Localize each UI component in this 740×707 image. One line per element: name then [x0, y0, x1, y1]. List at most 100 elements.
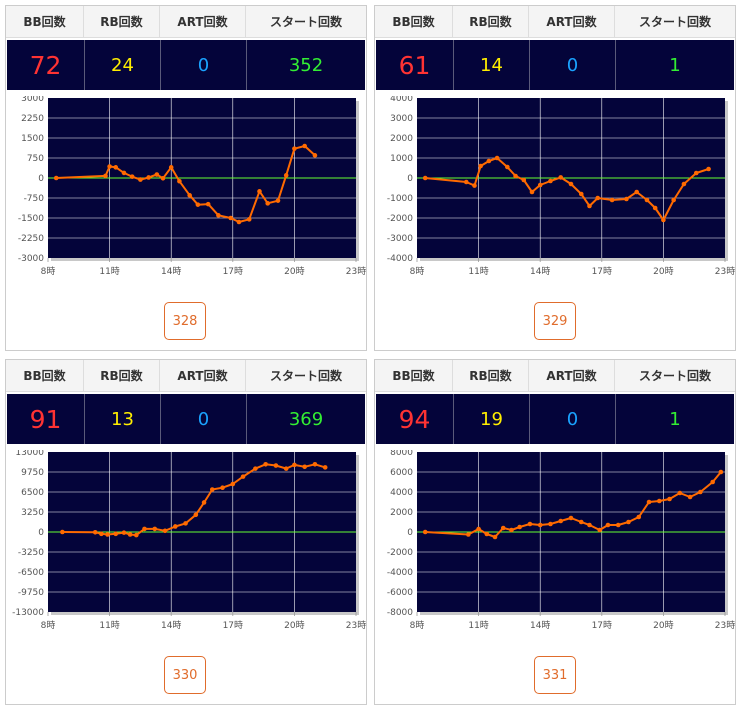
data-point [121, 530, 127, 535]
data-point [195, 202, 201, 207]
y-tick-label: 3000 [390, 114, 413, 124]
header-start: スタート回数 [638, 15, 711, 29]
data-point [578, 519, 584, 525]
data-point [154, 172, 160, 177]
data-point [558, 518, 564, 524]
stats-header-row: BB回数 RB回数 ART回数 スタート回数 [375, 6, 735, 38]
data-point [615, 522, 621, 528]
y-tick-label: -9750 [18, 588, 44, 598]
y-tick-label: 0 [38, 174, 44, 184]
bb-count: 61 [376, 40, 454, 90]
data-point [706, 166, 711, 172]
chart-svg: 8000 6000 4000 2000 0 -2000 -4000 -6000 -8000 8時 1… [387, 450, 735, 631]
payout-chart: 4000 3000 2000 1000 0 -1000 -2000 -3000 -4000 8時 1… [375, 96, 735, 286]
y-tick-label: 9750 [21, 468, 44, 478]
y-tick-label: -3000 [18, 254, 44, 264]
header-art: ART回数 [529, 360, 615, 391]
data-point [53, 175, 59, 181]
data-point [568, 181, 574, 187]
data-point [578, 191, 584, 197]
data-point [521, 177, 527, 183]
y-tick-label: 2000 [390, 134, 413, 144]
data-point [693, 170, 699, 176]
data-point [597, 527, 603, 533]
y-tick-label: -1500 [18, 214, 44, 224]
header-rb: RB回数 [84, 6, 160, 37]
x-tick-label: 23時 [346, 620, 366, 631]
stats-header-row: BB回数 RB回数 ART回数 スタート回数 [6, 6, 366, 38]
data-point [476, 526, 481, 532]
data-point [152, 526, 158, 532]
art-count: 0 [530, 394, 616, 444]
data-point [265, 201, 271, 206]
start-count: 352 [288, 54, 324, 76]
art-count: 0 [161, 40, 247, 90]
y-tick-label: 0 [407, 174, 413, 184]
data-point [220, 485, 225, 490]
data-point [183, 521, 188, 526]
y-tick-label: -2000 [387, 548, 413, 558]
x-tick-label: 14時 [161, 266, 181, 277]
payout-chart: 8000 6000 4000 2000 0 -2000 -4000 -6000 -8000 8時 1… [375, 450, 735, 640]
rb-count: 13 [85, 394, 161, 444]
data-point [228, 215, 234, 221]
data-point [609, 197, 615, 203]
y-tick-label: -2250 [18, 234, 44, 244]
data-point [121, 170, 127, 176]
data-point [529, 189, 535, 195]
data-point [652, 205, 658, 211]
data-point [322, 465, 328, 470]
machine-number-button[interactable]: 331 [534, 656, 576, 694]
data-point [162, 528, 168, 534]
stats-value-row: 91 13 0 369 [7, 394, 365, 444]
data-point [160, 175, 166, 181]
machine-number-button[interactable]: 329 [534, 302, 576, 340]
data-point [422, 529, 428, 535]
machine-card: BB回数 RB回数 ART回数 スタート回数 94 19 0 1 8000 600… [374, 359, 736, 705]
header-start: スタート回数 [269, 15, 342, 29]
start-count: 1 [669, 408, 681, 430]
data-point [646, 499, 652, 505]
x-tick-label: 17時 [592, 620, 612, 631]
machine-number-button[interactable]: 328 [164, 302, 206, 340]
payout-chart: 13000 9750 6500 3250 0 -3250 -6500 -9750 -13000 8… [6, 450, 366, 640]
stats-value-row: 72 24 0 352 [7, 40, 365, 90]
data-point [209, 487, 215, 492]
x-tick-label: 11時 [468, 620, 488, 631]
y-tick-label: -8000 [387, 608, 413, 618]
data-point [113, 165, 119, 170]
data-point [671, 197, 676, 203]
data-point [605, 522, 611, 528]
y-tick-label: -4000 [387, 254, 413, 264]
y-tick-label: 4000 [390, 488, 413, 498]
data-point [587, 203, 592, 209]
data-point [257, 189, 262, 194]
data-point [587, 522, 592, 528]
data-point [129, 174, 135, 179]
data-point [60, 529, 65, 535]
data-point [484, 531, 490, 537]
data-point [236, 219, 242, 225]
data-point [548, 521, 553, 527]
y-tick-label: -3250 [18, 548, 44, 558]
y-tick-label: 6500 [21, 488, 44, 498]
data-point [472, 183, 477, 188]
machine-number-button[interactable]: 330 [164, 656, 206, 694]
data-point [710, 479, 715, 485]
chart-svg: 13000 9750 6500 3250 0 -3250 -6500 -9750 -13000 8… [12, 450, 366, 631]
y-tick-label: 1500 [21, 134, 44, 144]
data-point [103, 173, 108, 179]
x-tick-label: 23時 [715, 620, 735, 631]
data-point [494, 155, 500, 161]
data-point [656, 498, 662, 504]
data-point [302, 143, 307, 149]
y-tick-label: -6500 [18, 568, 44, 578]
x-tick-label: 11時 [468, 266, 488, 277]
stats-table: BB回数 RB回数 ART回数 スタート回数 61 14 0 1 [375, 6, 735, 92]
bb-count: 72 [7, 40, 85, 90]
x-tick-label: 14時 [530, 620, 550, 631]
data-point [463, 179, 469, 185]
data-point [113, 531, 119, 537]
header-art: ART回数 [529, 6, 615, 37]
start-count: 369 [288, 408, 324, 430]
